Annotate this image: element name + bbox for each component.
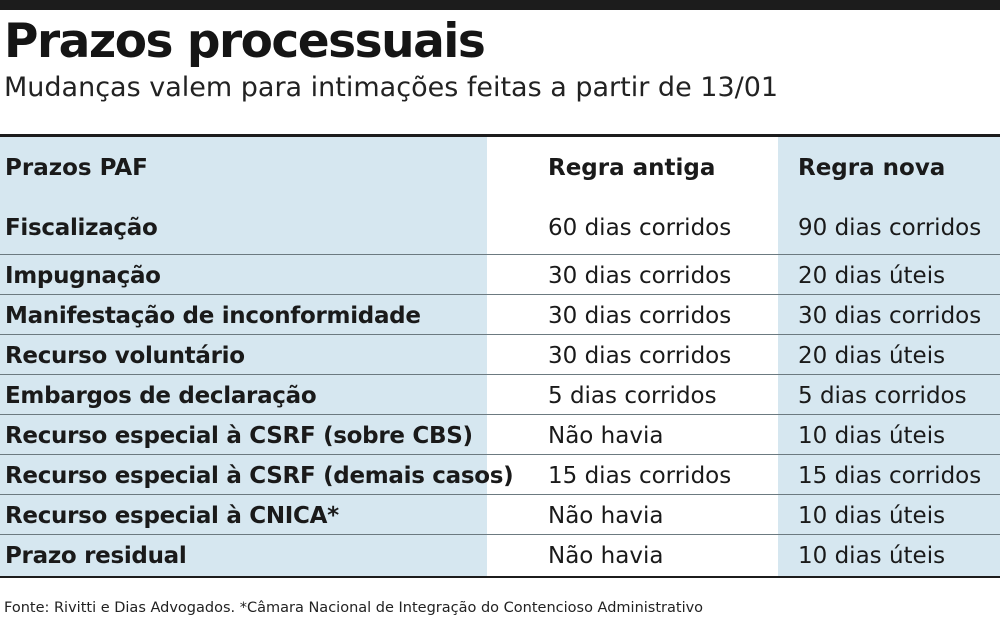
table-row: Recurso especial à CSRF (sobre CBS) Não … [0,415,1000,455]
table-row: Recurso especial à CNICA* Não havia 10 d… [0,495,1000,535]
column-highlight-new-rule [778,137,1000,576]
row-separator [0,334,1000,335]
table-row: Recurso voluntário 30 dias corridos 20 d… [0,335,1000,375]
old-rule-cell: 30 dias corridos [548,263,732,289]
new-rule-cell: 10 dias úteis [798,423,946,449]
old-rule-cell: 15 dias corridos [548,463,732,489]
row-separator [0,294,1000,295]
old-rule-cell: Não havia [548,503,664,529]
old-rule-cell: 5 dias corridos [548,383,717,409]
top-bar [0,0,1000,10]
new-rule-cell: 90 dias corridos [798,215,982,241]
table-top-rule [0,134,1000,137]
row-label: Prazo residual [5,543,187,569]
new-rule-cell: 10 dias úteis [798,503,946,529]
new-rule-cell: 20 dias úteis [798,343,946,369]
row-separator [0,494,1000,495]
row-label: Recurso especial à CNICA* [5,503,339,529]
table-row: Impugnação 30 dias corridos 20 dias útei… [0,255,1000,295]
old-rule-cell: 60 dias corridos [548,215,732,241]
row-label: Recurso voluntário [5,343,245,369]
table-row: Recurso especial à CSRF (demais casos) 1… [0,455,1000,495]
table-row: Embargos de declaração 5 dias corridos 5… [0,375,1000,415]
table-row: Manifestação de inconformidade 30 dias c… [0,295,1000,335]
row-separator [0,534,1000,535]
old-rule-cell: 30 dias corridos [548,343,732,369]
deadlines-table: Prazos PAF Regra antiga Regra nova Fisca… [0,137,1000,576]
old-rule-cell: 30 dias corridos [548,303,732,329]
row-label: Impugnação [5,263,161,289]
table-bottom-rule [0,576,1000,578]
source-footnote: Fonte: Rivitti e Dias Advogados. *Câmara… [4,600,704,616]
row-separator [0,454,1000,455]
row-separator [0,374,1000,375]
header-regra-nova: Regra nova [798,155,946,181]
row-separator [0,254,1000,255]
row-label: Manifestação de inconformidade [5,303,421,329]
header-regra-antiga: Regra antiga [548,155,716,181]
header-prazos-paf: Prazos PAF [5,155,148,181]
new-rule-cell: 5 dias corridos [798,383,967,409]
row-label: Recurso especial à CSRF (demais casos) [5,463,514,489]
new-rule-cell: 15 dias corridos [798,463,982,489]
new-rule-cell: 30 dias corridos [798,303,982,329]
row-label: Fiscalização [5,215,158,241]
table-header-row: Prazos PAF Regra antiga Regra nova [0,137,1000,207]
new-rule-cell: 20 dias úteis [798,263,946,289]
row-separator [0,414,1000,415]
row-label: Recurso especial à CSRF (sobre CBS) [5,423,473,449]
column-highlight-label [0,137,487,576]
old-rule-cell: Não havia [548,423,664,449]
old-rule-cell: Não havia [548,543,664,569]
table-row: Prazo residual Não havia 10 dias úteis [0,535,1000,575]
row-label: Embargos de declaração [5,383,317,409]
table-row: Fiscalização 60 dias corridos 90 dias co… [0,207,1000,247]
chart-subtitle: Mudanças valem para intimações feitas a … [4,72,779,103]
chart-title: Prazos processuais [4,14,486,69]
new-rule-cell: 10 dias úteis [798,543,946,569]
